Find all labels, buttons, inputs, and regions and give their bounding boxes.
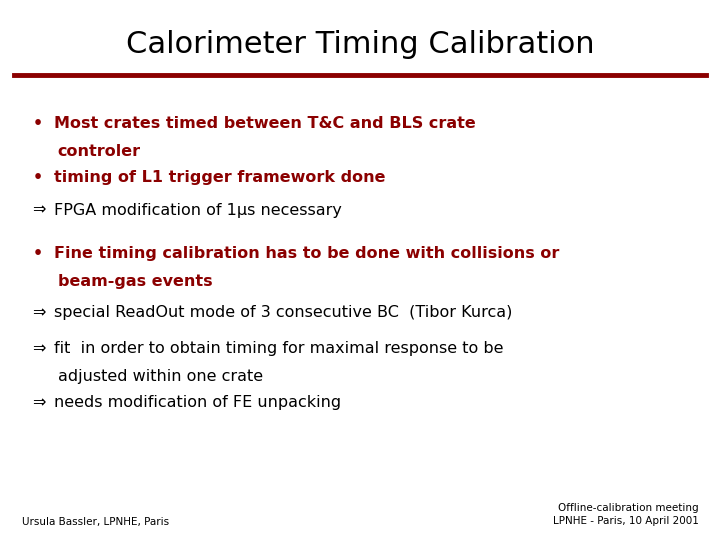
Text: ⇒: ⇒	[32, 202, 46, 218]
Text: FPGA modification of 1μs necessary: FPGA modification of 1μs necessary	[54, 202, 342, 218]
Text: Offline-calibration meeting
LPNHE - Paris, 10 April 2001: Offline-calibration meeting LPNHE - Pari…	[552, 503, 698, 526]
Text: Ursula Bassler, LPNHE, Paris: Ursula Bassler, LPNHE, Paris	[22, 516, 168, 526]
Text: timing of L1 trigger framework done: timing of L1 trigger framework done	[54, 170, 385, 185]
Text: Most crates timed between T&C and BLS crate: Most crates timed between T&C and BLS cr…	[54, 116, 476, 131]
Text: ⇒: ⇒	[32, 395, 46, 410]
Text: controler: controler	[58, 144, 140, 159]
Text: •: •	[32, 246, 42, 261]
Text: beam-gas events: beam-gas events	[58, 274, 212, 289]
Text: adjusted within one crate: adjusted within one crate	[58, 369, 263, 384]
Text: special ReadOut mode of 3 consecutive BC  (Tibor Kurca): special ReadOut mode of 3 consecutive BC…	[54, 305, 513, 320]
Text: •: •	[32, 116, 42, 131]
Text: •: •	[32, 170, 42, 185]
Text: ⇒: ⇒	[32, 341, 46, 356]
Text: Calorimeter Timing Calibration: Calorimeter Timing Calibration	[126, 30, 594, 59]
Text: ⇒: ⇒	[32, 305, 46, 320]
Text: fit  in order to obtain timing for maximal response to be: fit in order to obtain timing for maxima…	[54, 341, 503, 356]
Text: Fine timing calibration has to be done with collisions or: Fine timing calibration has to be done w…	[54, 246, 559, 261]
Text: needs modification of FE unpacking: needs modification of FE unpacking	[54, 395, 341, 410]
